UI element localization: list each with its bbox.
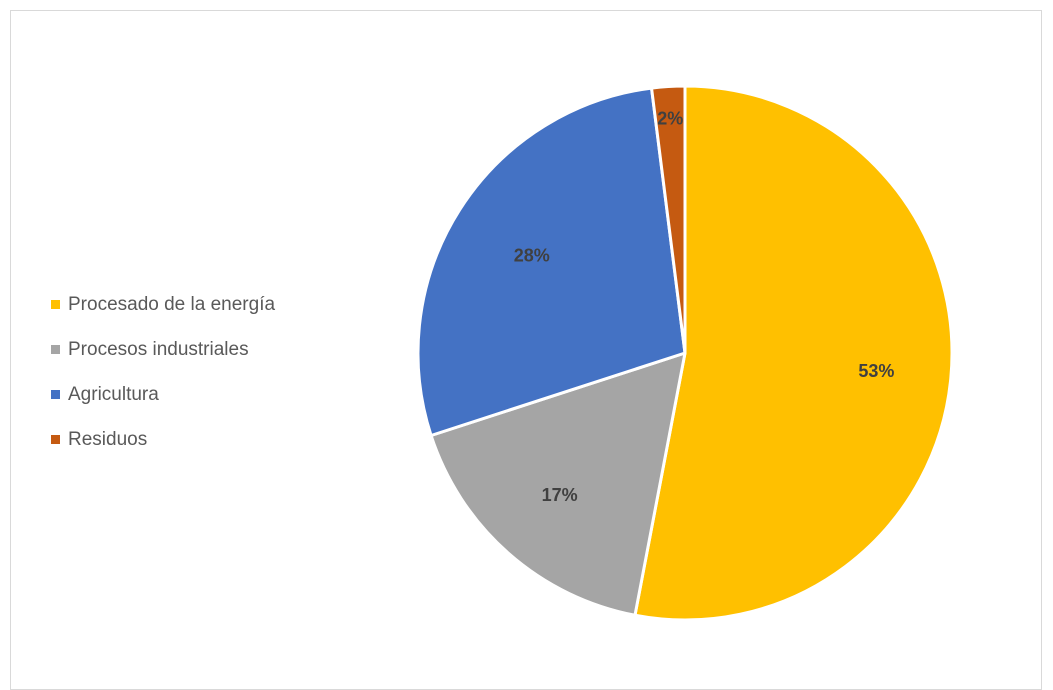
data-label-procesos-industriales: 17% xyxy=(542,485,578,505)
legend-item-procesos-industriales: Procesos industriales xyxy=(51,327,275,372)
chart-legend: Procesado de la energía Procesos industr… xyxy=(51,282,275,462)
data-label-agricultura: 28% xyxy=(514,246,550,266)
pie-slice-procesos-industriales xyxy=(429,351,687,617)
data-label-residuos: 2% xyxy=(657,109,683,129)
legend-swatch-procesos-industriales xyxy=(51,345,60,354)
legend-label-residuos: Residuos xyxy=(68,429,148,450)
legend-item-procesado-energia: Procesado de la energía xyxy=(51,282,275,327)
legend-label-procesos-industriales: Procesos industriales xyxy=(68,339,249,360)
pie-chart: 53% 17% 28% 2% xyxy=(416,84,954,622)
legend-swatch-procesado-energia xyxy=(51,300,60,309)
legend-item-agricultura: Agricultura xyxy=(51,372,275,417)
legend-label-agricultura: Agricultura xyxy=(68,384,159,405)
legend-label-procesado-energia: Procesado de la energía xyxy=(68,294,276,315)
pie-slice-residuos xyxy=(650,84,687,355)
pie-slice-agricultura xyxy=(416,86,687,438)
chart-frame: Procesado de la energía Procesos industr… xyxy=(10,10,1042,690)
legend-swatch-agricultura xyxy=(51,390,60,399)
data-label-procesado-energia: 53% xyxy=(858,361,894,381)
legend-swatch-residuos xyxy=(51,435,60,444)
legend-item-residuos: Residuos xyxy=(51,417,275,462)
pie-slice-procesado-energia xyxy=(633,84,954,622)
